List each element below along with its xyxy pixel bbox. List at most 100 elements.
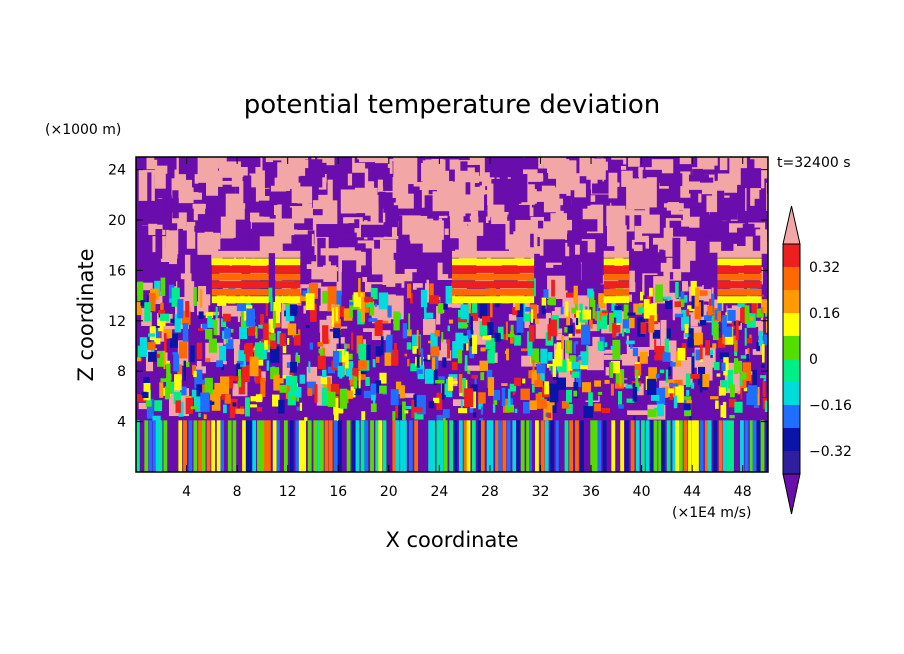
field-cell xyxy=(711,293,715,314)
field-cell xyxy=(613,305,619,318)
field-cell xyxy=(686,309,689,317)
field-cell xyxy=(731,320,735,330)
boundary-layer-stripe xyxy=(740,420,744,472)
field-cell xyxy=(298,329,301,340)
field-cell xyxy=(399,385,405,399)
field-cell xyxy=(633,157,652,168)
field-cell xyxy=(744,305,750,324)
field-cell xyxy=(154,165,168,189)
boundary-layer-stripe xyxy=(342,420,347,472)
field-cell xyxy=(330,232,334,262)
field-cell xyxy=(256,407,263,412)
field-cell xyxy=(460,335,468,344)
field-cell xyxy=(195,396,201,412)
field-cell xyxy=(441,379,445,400)
boundary-layer-stripe xyxy=(382,420,387,472)
field-cell xyxy=(616,311,629,333)
warm-band xyxy=(603,281,629,289)
boundary-layer-stripe xyxy=(458,420,463,472)
field-cell xyxy=(682,208,690,227)
field-cell xyxy=(265,157,283,163)
field-cell xyxy=(155,325,160,328)
field-cell xyxy=(229,398,235,418)
boundary-layer-stripe xyxy=(683,420,688,472)
field-cell xyxy=(596,304,599,317)
field-cell xyxy=(211,393,221,411)
field-cell xyxy=(154,400,163,412)
field-cell xyxy=(372,312,391,324)
field-cell xyxy=(225,339,234,349)
boundary-layer-stripe xyxy=(408,420,413,472)
field-cell xyxy=(586,345,589,362)
field-cell xyxy=(705,340,711,356)
field-cell xyxy=(395,193,414,209)
boundary-layer-stripe xyxy=(395,420,400,472)
field-cell xyxy=(749,344,753,360)
field-cell xyxy=(481,316,491,326)
boundary-layer-stripe xyxy=(544,420,549,472)
field-cell xyxy=(559,210,564,232)
field-cell xyxy=(444,228,449,235)
field-cell xyxy=(575,317,579,326)
field-cell xyxy=(359,157,383,163)
field-cell xyxy=(569,355,576,362)
field-cell xyxy=(447,376,454,391)
field-cell xyxy=(616,309,622,323)
boundary-layer-stripe xyxy=(564,420,569,472)
field-cell xyxy=(173,392,182,404)
field-cell xyxy=(528,181,550,192)
field-cell xyxy=(632,383,638,402)
x-axis: 4 8 12 16 20 24 28 32 36 40 44 48 xyxy=(182,157,752,500)
field-cell xyxy=(476,235,487,260)
field-cell xyxy=(601,310,609,314)
field-cell xyxy=(416,348,420,368)
warm-band xyxy=(275,281,301,289)
field-cell xyxy=(525,306,532,312)
y-tick-label: 8 xyxy=(117,364,126,380)
boundary-layer-stripe xyxy=(749,420,754,472)
field-cell xyxy=(285,295,291,314)
colorbar-tick-label: −0.16 xyxy=(809,398,852,414)
field-cell xyxy=(541,297,547,309)
field-cell xyxy=(457,349,463,364)
field-cell xyxy=(351,306,360,310)
field-cell xyxy=(166,279,177,287)
field-cell xyxy=(547,300,553,305)
field-cell xyxy=(582,309,592,320)
field-cell xyxy=(357,307,365,325)
x-tick-label: 4 xyxy=(182,484,191,500)
field-cell xyxy=(686,400,692,404)
field-cell xyxy=(163,350,166,370)
field-cell xyxy=(505,220,510,250)
field-cell xyxy=(654,339,657,353)
field-cell xyxy=(410,292,413,304)
field-cell xyxy=(412,334,422,353)
field-cell xyxy=(528,247,549,252)
field-cell xyxy=(316,224,339,237)
field-cell xyxy=(720,197,738,220)
field-cell xyxy=(334,409,339,422)
field-cell xyxy=(491,212,508,225)
field-cell xyxy=(478,399,483,410)
field-cell xyxy=(332,350,340,368)
field-cell xyxy=(186,361,190,368)
field-cell xyxy=(270,297,273,312)
field-cell xyxy=(218,157,239,178)
field-cell xyxy=(250,396,259,402)
field-cell xyxy=(695,349,701,361)
field-cell xyxy=(598,311,608,316)
field-cell xyxy=(405,322,411,353)
boundary-layer-stripe xyxy=(172,420,176,472)
field-cell xyxy=(673,226,690,237)
field-cell xyxy=(728,223,745,233)
field-cell xyxy=(432,191,451,212)
field-cell xyxy=(510,324,514,336)
field-cell xyxy=(369,301,375,316)
boundary-layer-stripe xyxy=(506,420,511,472)
boundary-layer-stripe xyxy=(443,420,448,472)
field-cell xyxy=(487,322,494,336)
field-cell xyxy=(322,347,325,363)
field-cell xyxy=(246,244,267,249)
field-cell xyxy=(383,320,389,324)
field-cell xyxy=(765,318,768,333)
